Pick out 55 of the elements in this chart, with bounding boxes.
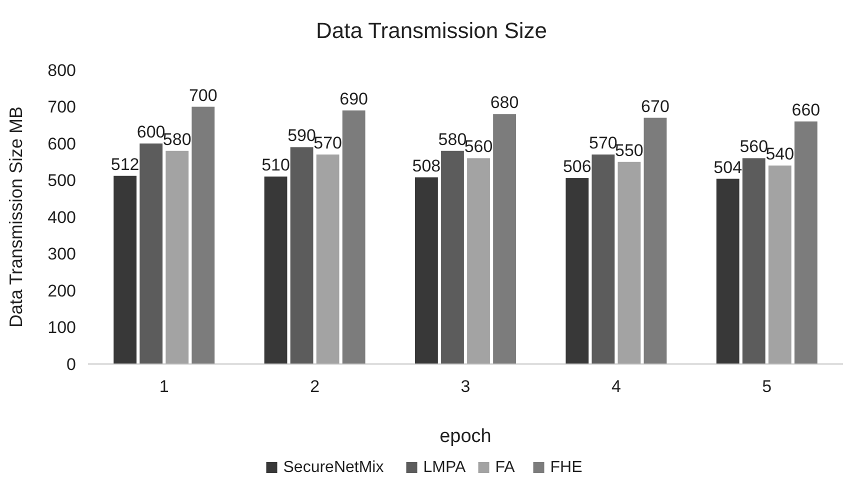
- x-axis-title: epoch: [440, 426, 492, 447]
- chart-title: Data Transmission Size: [316, 18, 548, 43]
- data-label: 512: [110, 154, 140, 174]
- bar: [316, 154, 340, 364]
- y-tick-label: 200: [48, 281, 76, 300]
- y-tick-label: 0: [66, 354, 76, 374]
- x-tick-label: 4: [611, 377, 621, 396]
- y-tick-label: 600: [48, 134, 76, 154]
- data-label: 700: [188, 86, 218, 105]
- x-tick-label: 5: [762, 377, 772, 396]
- bar: [441, 150, 464, 364]
- y-tick-label: 700: [48, 98, 76, 117]
- data-label: 660: [792, 100, 820, 120]
- bar: [192, 106, 215, 364]
- bar: [140, 144, 163, 364]
- legend-label: SecureNetMix: [283, 459, 384, 476]
- bar: [794, 121, 818, 364]
- data-label: 690: [340, 89, 368, 108]
- x-tick-label: 1: [159, 377, 169, 396]
- bar: [768, 166, 792, 364]
- data-label: 670: [641, 96, 670, 116]
- y-tick-label: 500: [48, 171, 76, 190]
- data-label: 600: [136, 122, 166, 142]
- data-label: 680: [490, 93, 519, 112]
- bar: [644, 118, 667, 364]
- bar: [114, 176, 137, 364]
- y-tick-label: 100: [48, 318, 76, 338]
- bar: [566, 178, 589, 364]
- x-tick-label: 3: [460, 377, 470, 396]
- legend-label: FHE: [550, 459, 582, 476]
- bar: [493, 114, 516, 364]
- data-label: 580: [438, 130, 467, 149]
- x-tick-label: 2: [310, 377, 320, 396]
- y-axis-title: Data Transmission Size MB: [6, 106, 26, 328]
- bar: [716, 178, 740, 364]
- bar: [742, 158, 766, 364]
- bar: [264, 176, 288, 364]
- legend-label: FA: [495, 459, 516, 476]
- bar: [618, 162, 641, 364]
- y-tick-label: 800: [48, 60, 76, 80]
- bar: [290, 147, 314, 364]
- bar: [592, 154, 615, 364]
- bar: [342, 110, 366, 364]
- bar: [166, 150, 189, 364]
- y-tick-label: 300: [48, 244, 76, 264]
- y-tick-label: 400: [48, 208, 76, 227]
- bar: [467, 158, 490, 364]
- legend-label: LMPA: [423, 459, 466, 476]
- data-label: 570: [589, 134, 618, 153]
- data-label: 506: [562, 157, 592, 176]
- data-label: 590: [288, 126, 316, 146]
- data-label: 504: [714, 158, 742, 177]
- data-label: 510: [262, 156, 290, 175]
- bar: [415, 177, 438, 364]
- data-label: 508: [412, 156, 441, 176]
